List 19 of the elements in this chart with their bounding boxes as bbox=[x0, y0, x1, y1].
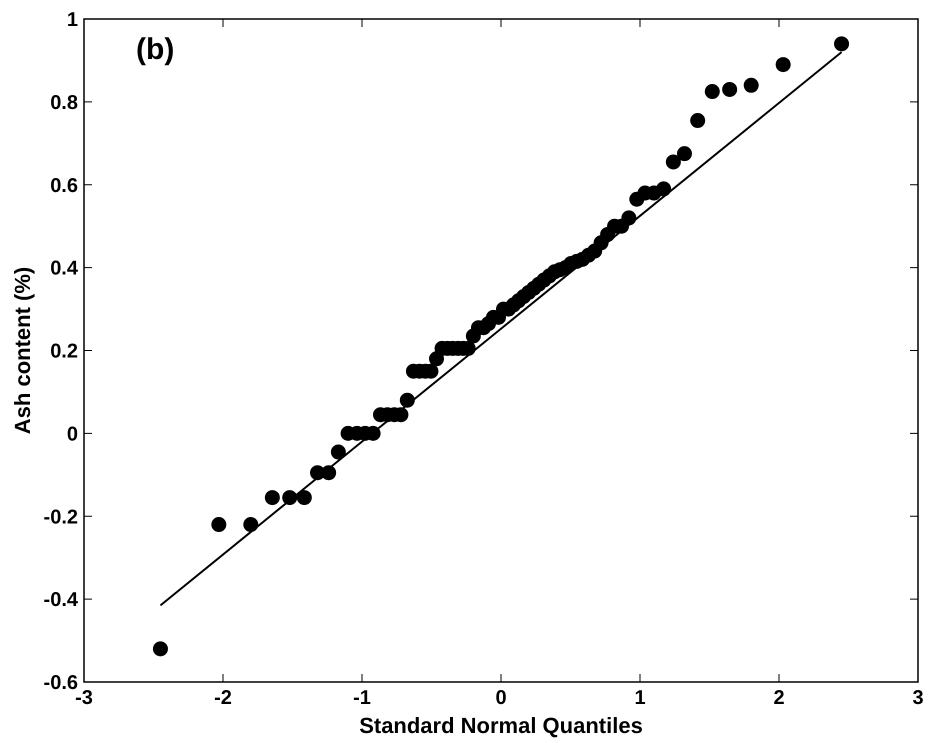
y-tick-label: 1 bbox=[66, 9, 78, 31]
x-tick-label: 2 bbox=[773, 687, 785, 709]
x-tick-label: 0 bbox=[495, 687, 507, 709]
y-tick-label: 0.2 bbox=[50, 340, 78, 362]
y-tick-label: 0.4 bbox=[50, 258, 79, 280]
x-tick-label: 1 bbox=[634, 687, 646, 709]
y-tick-label: 0 bbox=[66, 423, 78, 446]
y-tick-label: -0.4 bbox=[44, 589, 79, 612]
annotation: (b) bbox=[136, 33, 174, 66]
y-tick-label: -0.6 bbox=[44, 672, 78, 694]
x-axis-title: Standard Normal Quantiles bbox=[359, 713, 643, 738]
y-tick-label: -0.2 bbox=[44, 506, 78, 528]
y-tick-label: 0.8 bbox=[50, 92, 78, 114]
x-tick-label: -1 bbox=[353, 687, 371, 709]
x-tick-label: -3 bbox=[75, 687, 93, 709]
x-tick-label: 3 bbox=[912, 687, 924, 709]
x-tick-label: -2 bbox=[214, 687, 232, 709]
y-tick-label: 0.6 bbox=[50, 174, 78, 197]
y-axis-title: Ash content (%) bbox=[10, 266, 35, 434]
